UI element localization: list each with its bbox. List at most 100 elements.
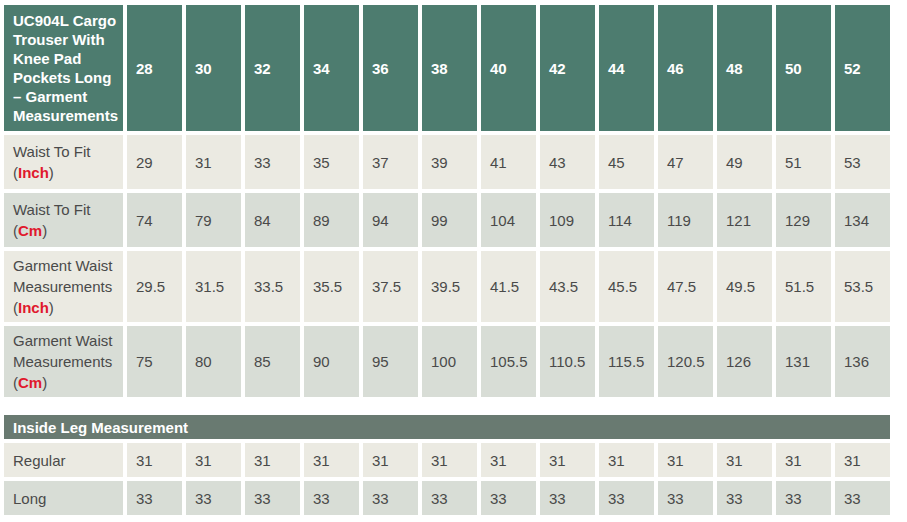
measurement-value-cell: 109 [540,193,595,247]
measurement-value-cell: 110.5 [540,326,595,397]
leg-value-cell: 33 [363,481,418,515]
measurement-value-cell: 45.5 [599,251,654,322]
measurement-value-cell: 90 [304,326,359,397]
measurement-value-cell: 131 [776,326,831,397]
unit-label: Inch [18,164,49,181]
measurement-value-cell: 49.5 [717,251,772,322]
measurement-value-cell: 80 [186,326,241,397]
leg-row-label-cell: Regular [4,443,123,477]
chart-title-cell: UC904L Cargo Trouser With Knee Pad Pocke… [4,5,123,131]
measurement-value-cell: 51.5 [776,251,831,322]
leg-value-cell: 31 [304,443,359,477]
measurement-value-cell: 100 [422,326,477,397]
measurement-value-cell: 95 [363,326,418,397]
leg-value-cell: 33 [717,481,772,515]
size-header-cell: 30 [186,5,241,131]
inside-leg-table: Inside Leg Measurement Regular 31 31 31 … [0,411,894,519]
measurement-value-cell: 134 [835,193,890,247]
measurement-value-cell: 43 [540,135,595,189]
size-header-cell: 34 [304,5,359,131]
size-header-cell: 36 [363,5,418,131]
measurement-value-cell: 33.5 [245,251,300,322]
leg-value-cell: 31 [835,443,890,477]
leg-value-cell: 31 [717,443,772,477]
measurement-value-cell: 75 [127,326,182,397]
leg-value-cell: 31 [599,443,654,477]
leg-value-cell: 31 [245,443,300,477]
measurement-value-cell: 35.5 [304,251,359,322]
measurement-value-cell: 41.5 [481,251,536,322]
size-header-cell: 52 [835,5,890,131]
measurement-value-cell: 51 [776,135,831,189]
size-header-cell: 32 [245,5,300,131]
measurement-value-cell: 35 [304,135,359,189]
unit-label: Cm [18,374,42,391]
size-header-cell: 38 [422,5,477,131]
measurement-row-garment-inch: Garment Waist Measurements (Inch) 29.5 3… [4,251,890,322]
measurement-value-cell: 39 [422,135,477,189]
leg-value-cell: 33 [599,481,654,515]
size-header-cell: 42 [540,5,595,131]
measurement-value-cell: 39.5 [422,251,477,322]
leg-value-cell: 31 [776,443,831,477]
measurement-value-cell: 89 [304,193,359,247]
measurement-value-cell: 136 [835,326,890,397]
leg-value-cell: 33 [540,481,595,515]
measurement-value-cell: 105.5 [481,326,536,397]
leg-value-cell: 33 [127,481,182,515]
leg-value-cell: 33 [186,481,241,515]
measurement-value-cell: 37.5 [363,251,418,322]
measurement-value-cell: 121 [717,193,772,247]
measurement-value-cell: 43.5 [540,251,595,322]
unit-label: Inch [18,299,49,316]
measurement-value-cell: 115.5 [599,326,654,397]
leg-value-cell: 33 [481,481,536,515]
unit-label: Cm [18,222,42,239]
measurement-value-cell: 79 [186,193,241,247]
size-header-cell: 44 [599,5,654,131]
measurement-value-cell: 129 [776,193,831,247]
leg-value-cell: 33 [245,481,300,515]
inside-leg-header-row: Inside Leg Measurement [4,415,890,439]
measurement-row-waist-inch: Waist To Fit (Inch) 29 31 33 35 37 39 41… [4,135,890,189]
leg-value-cell: 33 [835,481,890,515]
measurement-value-cell: 45 [599,135,654,189]
measurement-value-cell: 85 [245,326,300,397]
measurement-value-cell: 120.5 [658,326,713,397]
row-label-cell: Garment Waist Measurements (Inch) [4,251,123,322]
measurement-value-cell: 53 [835,135,890,189]
measurement-value-cell: 94 [363,193,418,247]
leg-value-cell: 33 [422,481,477,515]
leg-row-long: Long 33 33 33 33 33 33 33 33 33 33 33 33… [4,481,890,515]
leg-row-label-cell: Long [4,481,123,515]
leg-value-cell: 33 [304,481,359,515]
size-header-cell: 46 [658,5,713,131]
measurement-value-cell: 74 [127,193,182,247]
measurement-value-cell: 47 [658,135,713,189]
leg-value-cell: 33 [658,481,713,515]
leg-value-cell: 31 [481,443,536,477]
leg-value-cell: 31 [422,443,477,477]
size-header-cell: 40 [481,5,536,131]
inside-leg-header-bar: Inside Leg Measurement [4,415,890,439]
leg-value-cell: 31 [127,443,182,477]
measurement-value-cell: 53.5 [835,251,890,322]
measurement-value-cell: 33 [245,135,300,189]
measurement-value-cell: 31 [186,135,241,189]
measurement-value-cell: 41 [481,135,536,189]
measurement-row-garment-cm: Garment Waist Measurements (Cm) 75 80 85… [4,326,890,397]
size-header-cell: 48 [717,5,772,131]
leg-value-cell: 31 [186,443,241,477]
measurement-value-cell: 126 [717,326,772,397]
row-label-cell: Waist To Fit (Inch) [4,135,123,189]
measurement-value-cell: 29.5 [127,251,182,322]
leg-value-cell: 31 [658,443,713,477]
size-header-row: UC904L Cargo Trouser With Knee Pad Pocke… [4,5,890,131]
measurement-value-cell: 114 [599,193,654,247]
leg-value-cell: 31 [540,443,595,477]
measurement-value-cell: 31.5 [186,251,241,322]
size-header-cell: 50 [776,5,831,131]
measurement-value-cell: 29 [127,135,182,189]
row-label-cell: Garment Waist Measurements (Cm) [4,326,123,397]
measurement-value-cell: 84 [245,193,300,247]
